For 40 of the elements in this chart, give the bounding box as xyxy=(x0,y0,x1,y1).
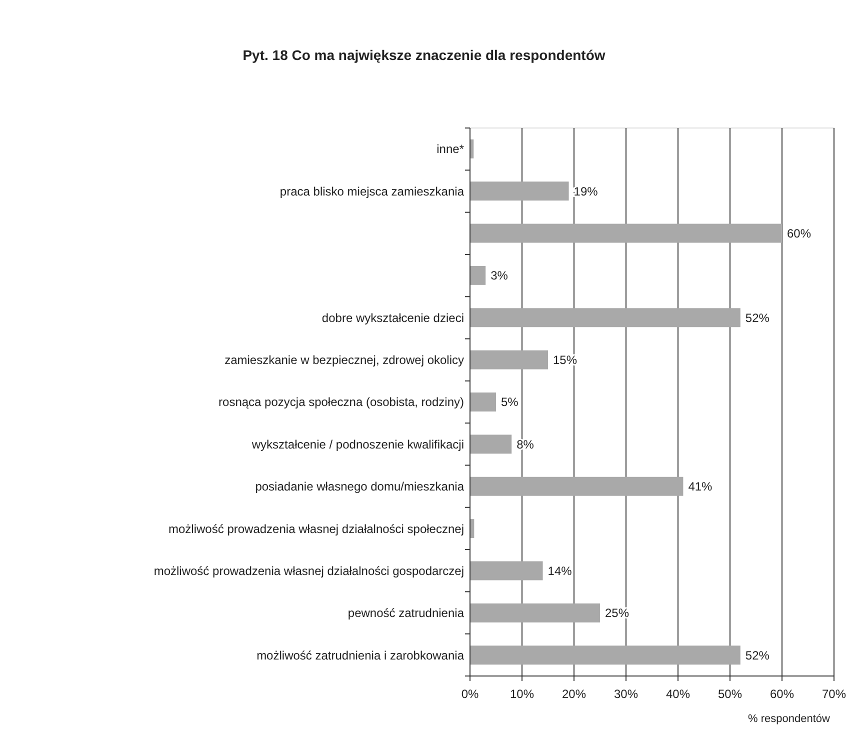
x-tick-label: 20% xyxy=(562,687,586,701)
y-tick-label: inne* xyxy=(436,142,464,156)
x-tick-label: 50% xyxy=(718,687,742,701)
y-tick-label: możliwość zatrudnienia i zarobkowania xyxy=(256,648,464,662)
bar xyxy=(470,266,486,285)
bar xyxy=(470,350,548,370)
data-label: 52% xyxy=(745,648,770,662)
data-label: 41% xyxy=(688,480,713,494)
bar xyxy=(470,603,600,622)
y-tick-label: posiadanie własnego domu/mieszkania xyxy=(255,480,464,494)
bar xyxy=(470,392,496,412)
y-tick-label: dobre wykształcenie dzieci xyxy=(322,310,464,325)
x-tick-label: 40% xyxy=(666,687,690,701)
x-tick-label: 10% xyxy=(510,687,534,701)
y-tick-label: możliwość prowadzenia własnej działalności gospodarczej xyxy=(154,564,464,578)
y-tick-label: wykształcenie / podnoszenie kwalifikacji xyxy=(250,437,464,452)
x-tick-label: 30% xyxy=(614,687,638,701)
data-label: 3% xyxy=(490,268,508,283)
bar xyxy=(470,434,512,454)
bar xyxy=(470,476,684,496)
y-tick-label: rosnąca pozycja społeczna (osobista, rodziny) xyxy=(218,395,464,410)
x-axis-title: % respondentów xyxy=(748,713,830,725)
bar xyxy=(470,646,740,665)
y-tick-label: praca blisko miejsca zamieszkania xyxy=(280,184,464,198)
data-label: 52% xyxy=(745,310,770,325)
bar xyxy=(470,182,569,201)
bar xyxy=(470,308,740,328)
data-label: 19% xyxy=(574,184,598,198)
x-tick-label: 70% xyxy=(822,687,846,701)
y-tick-label: pewność zatrudnienia xyxy=(348,606,464,620)
y-tick-label: możliwość prowadzenia własnej działalności społecznej xyxy=(168,522,464,536)
bar xyxy=(470,561,543,580)
data-label: 5% xyxy=(501,395,519,410)
y-tick-label: zamieszkanie w bezpiecznej, zdrowej okolicy xyxy=(224,353,464,368)
x-tick-label: 0% xyxy=(461,687,479,701)
data-label: 60% xyxy=(787,226,812,240)
bar xyxy=(470,224,782,243)
data-label: 14% xyxy=(548,564,572,578)
chart-title: Pyt. 18 Co ma największe znaczenie dla respondentów xyxy=(242,47,606,63)
x-tick-label: 60% xyxy=(770,687,794,701)
